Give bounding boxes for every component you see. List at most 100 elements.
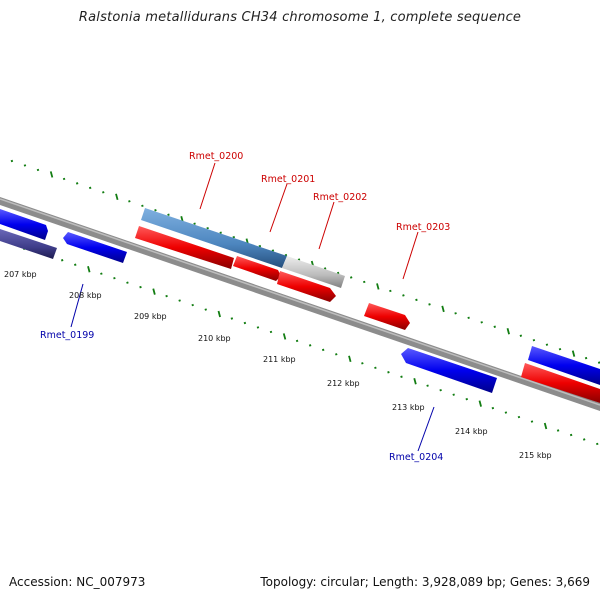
minor-tick xyxy=(113,276,116,280)
gene-rmet-0201-pseudo[interactable] xyxy=(282,256,345,288)
minor-tick xyxy=(284,253,288,257)
minor-tick xyxy=(504,411,508,414)
minor-tick xyxy=(439,388,442,392)
minor-tick xyxy=(349,276,353,279)
minor-tick xyxy=(191,303,194,307)
gene-rmet-0200-cds[interactable] xyxy=(135,226,234,269)
minor-tick xyxy=(363,280,366,284)
major-tick xyxy=(376,283,380,290)
minor-tick xyxy=(584,356,588,360)
tick-label: 209 kbp xyxy=(134,312,167,321)
minor-tick xyxy=(62,177,66,181)
minor-tick xyxy=(74,263,77,266)
gene-forward-edge-right[interactable] xyxy=(521,363,600,403)
tick-label: 210 kbp xyxy=(198,334,231,343)
minor-tick xyxy=(258,244,262,248)
minor-tick xyxy=(465,397,468,401)
minor-tick xyxy=(597,361,600,364)
minor-tick xyxy=(100,272,103,275)
tick-label: 211 kbp xyxy=(263,355,296,364)
minor-tick xyxy=(454,312,457,315)
minor-tick xyxy=(232,235,235,239)
major-tick xyxy=(115,193,119,201)
minor-tick xyxy=(428,303,431,306)
minor-tick xyxy=(154,209,157,212)
minor-tick xyxy=(532,338,536,342)
gene-other-edge-left[interactable] xyxy=(0,229,57,259)
gene-rmet-0204[interactable] xyxy=(401,348,497,393)
minor-tick xyxy=(297,258,301,261)
minor-tick xyxy=(517,415,521,419)
minor-tick xyxy=(558,347,562,351)
gene-label-rmet-0203[interactable]: Rmet_0203 xyxy=(396,222,450,233)
minor-tick xyxy=(206,226,209,230)
minor-tick xyxy=(374,366,377,370)
outer-tick-track xyxy=(10,159,600,364)
major-tick xyxy=(87,265,91,273)
gene-rmet-0203[interactable] xyxy=(364,303,410,330)
major-tick xyxy=(441,305,445,313)
minor-tick xyxy=(23,164,27,167)
minor-tick xyxy=(336,271,340,275)
gene-label-rmet-0199[interactable]: Rmet_0199 xyxy=(40,330,94,341)
minor-tick xyxy=(128,200,131,203)
tick-label: 214 kbp xyxy=(455,427,488,436)
tick-label: 207 kbp xyxy=(4,270,37,279)
gene-label-rmet-0200[interactable]: Rmet_0200 xyxy=(189,151,243,162)
minor-tick xyxy=(493,325,496,328)
tick-label: 213 kbp xyxy=(392,403,425,412)
major-tick xyxy=(478,400,482,407)
minor-tick xyxy=(389,289,392,293)
major-tick xyxy=(413,377,417,385)
minor-tick xyxy=(361,362,364,365)
tick-label: 215 kbp xyxy=(519,451,552,460)
minor-tick xyxy=(88,186,92,190)
minor-tick xyxy=(415,298,418,302)
gene-labels: Rmet_0199 Rmet_0200 Rmet_0201 Rmet_0202 … xyxy=(40,151,450,463)
minor-tick xyxy=(165,294,168,298)
major-tick xyxy=(506,328,510,335)
minor-tick xyxy=(308,344,312,347)
tick-labels: 207 kbp 208 kbp 209 kbp 210 kbp 211 kbp … xyxy=(4,270,552,460)
minor-tick xyxy=(400,375,403,378)
minor-tick xyxy=(295,339,299,343)
gene-label-rmet-0204[interactable]: Rmet_0204 xyxy=(389,452,443,463)
minor-tick xyxy=(204,308,207,311)
minor-tick xyxy=(269,330,273,334)
gene-rmet-0200[interactable] xyxy=(141,208,287,268)
major-tick xyxy=(49,171,54,178)
minor-tick xyxy=(219,231,222,234)
accession-text: Accession: NC_007973 xyxy=(9,575,146,589)
minor-tick xyxy=(387,371,390,374)
minor-tick xyxy=(230,317,234,320)
minor-tick xyxy=(545,343,549,346)
minor-tick xyxy=(60,259,64,262)
minor-tick xyxy=(193,222,196,225)
gene-rmet-0199[interactable] xyxy=(63,232,127,263)
chromosome-backbone xyxy=(0,197,600,411)
gene-reverse-edge-right[interactable] xyxy=(528,346,600,385)
minor-tick xyxy=(467,316,470,320)
gene-rmet-0202[interactable] xyxy=(277,271,336,302)
minor-tick xyxy=(530,420,534,423)
gene-rmet-0201[interactable] xyxy=(233,256,281,281)
map-title: Ralstonia metallidurans CH34 chromosome … xyxy=(78,10,522,25)
major-tick xyxy=(543,422,548,430)
minor-tick xyxy=(582,438,586,441)
minor-tick xyxy=(102,191,105,194)
gene-reverse-edge-left[interactable] xyxy=(0,209,48,240)
gene-features xyxy=(0,208,600,403)
minor-tick xyxy=(491,406,495,410)
minor-tick xyxy=(256,326,260,329)
minor-tick xyxy=(321,348,325,352)
tick-label: 212 kbp xyxy=(327,379,360,388)
minor-tick xyxy=(402,294,405,297)
label-leaders xyxy=(70,162,435,452)
minor-tick xyxy=(452,393,455,396)
gene-label-rmet-0201[interactable]: Rmet_0201 xyxy=(261,174,315,185)
minor-tick xyxy=(139,285,142,289)
tick-label: 208 kbp xyxy=(69,291,102,300)
major-tick xyxy=(282,333,287,340)
gene-label-rmet-0202[interactable]: Rmet_0202 xyxy=(313,192,367,203)
